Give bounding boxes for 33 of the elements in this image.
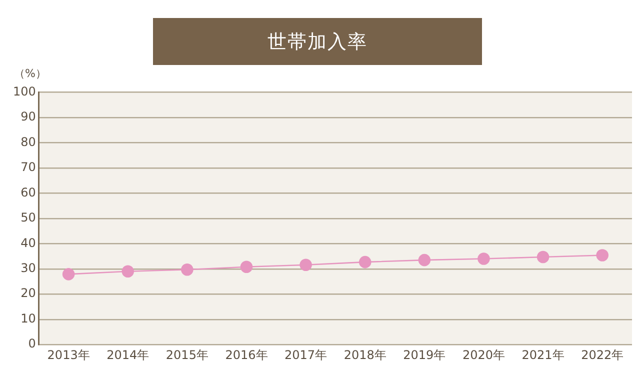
y-axis-title: （%） <box>14 66 46 81</box>
x-tick-label: 2018年 <box>344 348 386 362</box>
y-tick-label: 20 <box>20 286 36 300</box>
point <box>62 268 75 280</box>
y-tick-label: 40 <box>20 236 36 250</box>
point <box>358 256 372 268</box>
y-tick-label: 90 <box>20 110 36 124</box>
point <box>240 260 253 274</box>
x-tick-label: 2019年 <box>403 348 446 362</box>
y-tick-label: 0 <box>28 336 36 351</box>
point <box>418 254 431 266</box>
point <box>596 249 608 262</box>
x-tick-label: 2016年 <box>225 348 268 362</box>
y-tick-label: 100 <box>13 84 36 98</box>
chart-title: 世帯加入率 <box>153 18 482 65</box>
point <box>300 258 312 271</box>
point <box>122 265 134 278</box>
x-tick-label: 2021年 <box>522 348 564 362</box>
y-tick-label: 60 <box>20 185 36 200</box>
y-tick-label: 80 <box>20 134 36 149</box>
y-tick-label: 70 <box>20 160 36 174</box>
x-tick-label: 2017年 <box>284 348 328 362</box>
y-tick-label: 50 <box>20 210 36 225</box>
x-tick-label: 2015年 <box>166 348 208 362</box>
point <box>478 252 490 265</box>
x-tick-label: 2013年 <box>47 348 90 362</box>
x-tick-label: 2020年 <box>462 348 505 362</box>
point <box>536 250 550 264</box>
y-tick-label: 10 <box>20 311 36 326</box>
y-tick-label: 30 <box>20 261 36 276</box>
x-tick-label: 2014年 <box>106 348 150 362</box>
x-tick-label: 2022年 <box>581 348 624 362</box>
point <box>181 263 194 276</box>
